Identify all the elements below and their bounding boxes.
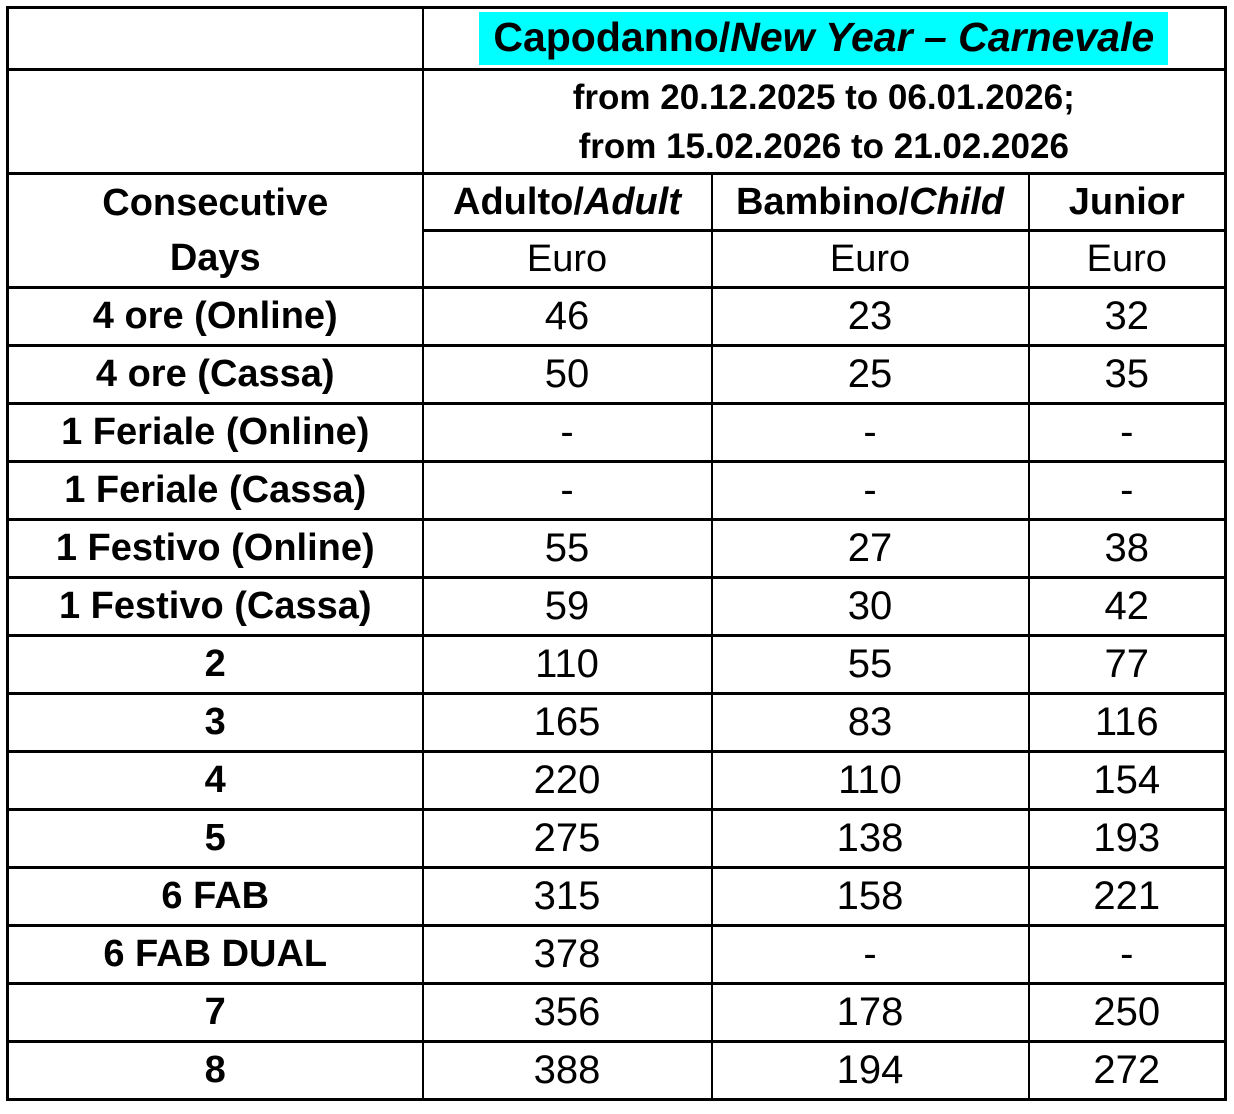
price-cell-child: - — [710, 924, 1030, 985]
row-label: 2 — [6, 634, 424, 695]
price-cell-junior: 38 — [1027, 518, 1227, 579]
corner-cell-dates — [6, 68, 424, 175]
table-row: 6 FAB DUAL 378 - - — [6, 924, 1227, 985]
row-label: 1 Festivo (Cassa) — [6, 576, 424, 637]
price-cell-junior: 32 — [1027, 286, 1227, 347]
period-line-1: from 20.12.2025 to 06.01.2026; — [572, 77, 1075, 117]
price-cell-adult: 315 — [421, 866, 713, 927]
price-cell-child: 138 — [710, 808, 1030, 869]
price-cell-child: 23 — [710, 286, 1030, 347]
season-title-highlight: Capodanno/New Year – Carnevale — [479, 12, 1169, 65]
table-row: 1 Festivo (Cassa) 59 30 42 — [6, 576, 1227, 637]
price-cell-child: 27 — [710, 518, 1030, 579]
table-row: 1 Feriale (Cassa) - - - — [6, 460, 1227, 521]
row-label: 5 — [6, 808, 424, 869]
col-header-adult: Adulto/Adult — [421, 172, 713, 232]
price-cell-adult: 46 — [421, 286, 713, 347]
row-label: 1 Feriale (Cassa) — [6, 460, 424, 521]
price-cell-child: - — [710, 460, 1030, 521]
row-label: 3 — [6, 692, 424, 753]
header-row: Consecutive Days Adulto/Adult Bambino/Ch… — [6, 172, 1227, 289]
col-header-days: Consecutive Days — [6, 172, 424, 289]
price-cell-junior: 116 — [1027, 692, 1227, 753]
table-row: 1 Feriale (Online) - - - — [6, 402, 1227, 463]
price-cell-junior: 77 — [1027, 634, 1227, 695]
price-cell-junior: - — [1027, 460, 1227, 521]
row-label: 6 FAB — [6, 866, 424, 927]
table-row: 5 275 138 193 — [6, 808, 1227, 869]
price-cell-adult: 378 — [421, 924, 713, 985]
table-row: 7 356 178 250 — [6, 982, 1227, 1043]
price-cell-junior: 35 — [1027, 344, 1227, 405]
col-header-child: Bambino/Child — [710, 172, 1030, 232]
validity-period-cell: from 20.12.2025 to 06.01.2026; from 15.0… — [421, 68, 1227, 175]
price-cell-adult: 388 — [421, 1040, 713, 1101]
price-cell-child: 158 — [710, 866, 1030, 927]
child-label-italic: Child — [909, 180, 1005, 223]
price-sheet: Capodanno/New Year – Carnevale from 20.1… — [6, 6, 1227, 1101]
price-cell-adult: 110 — [421, 634, 713, 695]
row-label: 7 — [6, 982, 424, 1043]
price-table: Capodanno/New Year – Carnevale from 20.1… — [6, 6, 1227, 1101]
price-cell-adult: 275 — [421, 808, 713, 869]
season-title-cell: Capodanno/New Year – Carnevale — [421, 6, 1227, 71]
price-cell-junior: 193 — [1027, 808, 1227, 869]
row-label: 8 — [6, 1040, 424, 1101]
price-cell-junior: - — [1027, 402, 1227, 463]
col-header-junior: Junior — [1027, 172, 1227, 232]
unit-cell-adult: Euro — [421, 229, 713, 289]
price-cell-adult: 59 — [421, 576, 713, 637]
row-label: 4 — [6, 750, 424, 811]
table-row: 4 ore (Cassa) 50 25 35 — [6, 344, 1227, 405]
table-row: 2 110 55 77 — [6, 634, 1227, 695]
row-label: 4 ore (Cassa) — [6, 344, 424, 405]
table-row: 4 220 110 154 — [6, 750, 1227, 811]
unit-cell-junior: Euro — [1027, 229, 1227, 289]
price-cell-adult: - — [421, 402, 713, 463]
price-cell-adult: - — [421, 460, 713, 521]
price-cell-junior: - — [1027, 924, 1227, 985]
row-label: 1 Feriale (Online) — [6, 402, 424, 463]
row-label: 1 Festivo (Online) — [6, 518, 424, 579]
price-cell-adult: 165 — [421, 692, 713, 753]
price-cell-child: 25 — [710, 344, 1030, 405]
validity-row: from 20.12.2025 to 06.01.2026; from 15.0… — [6, 68, 1227, 175]
price-cell-junior: 221 — [1027, 866, 1227, 927]
price-cell-child: 110 — [710, 750, 1030, 811]
table-row: 1 Festivo (Online) 55 27 38 — [6, 518, 1227, 579]
title-row: Capodanno/New Year – Carnevale — [6, 6, 1227, 71]
price-cell-child: 30 — [710, 576, 1030, 637]
days-header-line-2: Days — [169, 236, 261, 279]
unit-cell-child: Euro — [710, 229, 1030, 289]
price-cell-adult: 55 — [421, 518, 713, 579]
row-label: 6 FAB DUAL — [6, 924, 424, 985]
price-cell-junior: 250 — [1027, 982, 1227, 1043]
child-label-regular: Bambino/ — [735, 180, 910, 223]
row-label: 4 ore (Online) — [6, 286, 424, 347]
season-title-regular: Capodanno/ — [493, 14, 731, 60]
price-cell-adult: 220 — [421, 750, 713, 811]
corner-cell-top — [6, 6, 424, 71]
price-cell-child: 194 — [710, 1040, 1030, 1101]
price-cell-child: 178 — [710, 982, 1030, 1043]
price-cell-child: - — [710, 402, 1030, 463]
table-row: 6 FAB 315 158 221 — [6, 866, 1227, 927]
price-cell-junior: 272 — [1027, 1040, 1227, 1101]
days-header-line-1: Consecutive — [102, 181, 329, 224]
price-cell-junior: 42 — [1027, 576, 1227, 637]
price-cell-child: 83 — [710, 692, 1030, 753]
price-cell-adult: 50 — [421, 344, 713, 405]
adult-label-regular: Adulto/ — [453, 180, 584, 223]
price-cell-child: 55 — [710, 634, 1030, 695]
price-cell-adult: 356 — [421, 982, 713, 1043]
adult-label-italic: Adult — [583, 180, 681, 223]
table-row: 4 ore (Online) 46 23 32 — [6, 286, 1227, 347]
season-title-italic: New Year – Carnevale — [730, 14, 1155, 60]
table-row: 3 165 83 116 — [6, 692, 1227, 753]
price-cell-junior: 154 — [1027, 750, 1227, 811]
table-row: 8 388 194 272 — [6, 1040, 1227, 1101]
period-line-2: from 15.02.2026 to 21.02.2026 — [578, 126, 1069, 166]
unit-row: Euro Euro Euro — [8, 229, 1227, 289]
